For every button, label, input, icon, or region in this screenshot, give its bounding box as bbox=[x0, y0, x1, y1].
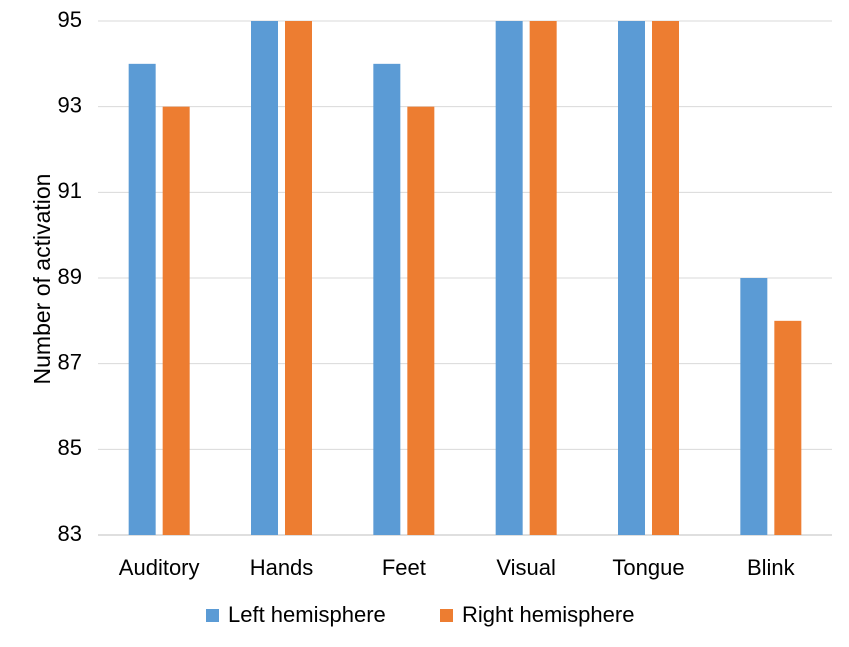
bar-auditory-right-hemisphere bbox=[162, 106, 190, 536]
x-tick-label-visual: Visual bbox=[496, 555, 556, 580]
y-tick-label: 89 bbox=[58, 264, 82, 289]
legend-label-left-hemisphere: Left hemisphere bbox=[228, 602, 386, 627]
y-tick-label: 91 bbox=[58, 178, 82, 203]
bar-tongue-right-hemisphere bbox=[652, 21, 679, 535]
y-axis-ticks: 83 85 87 89 91 93 95 bbox=[58, 7, 82, 546]
bar-visual-left-hemisphere bbox=[495, 21, 523, 535]
x-tick-label-tongue: Tongue bbox=[612, 555, 684, 580]
y-tick-label: 93 bbox=[58, 92, 82, 117]
bar-feet-right-hemisphere bbox=[407, 106, 435, 536]
y-tick-label: 83 bbox=[58, 521, 82, 546]
y-tick-label: 95 bbox=[58, 7, 82, 32]
y-tick-label: 85 bbox=[58, 435, 82, 460]
x-tick-label-auditory: Auditory bbox=[119, 555, 200, 580]
y-tick-label: 87 bbox=[58, 349, 82, 374]
bar-auditory-left-hemisphere bbox=[128, 63, 156, 535]
gridlines bbox=[98, 20, 832, 536]
legend-swatch-right-hemisphere bbox=[440, 609, 453, 622]
y-axis-title: Number of activation bbox=[29, 174, 55, 385]
bar-blink-right-hemisphere bbox=[774, 320, 802, 535]
legend: Left hemisphere Right hemisphere bbox=[206, 602, 634, 627]
legend-swatch-left-hemisphere bbox=[206, 609, 219, 622]
x-tick-label-blink: Blink bbox=[747, 555, 796, 580]
bar-hands-left-hemisphere bbox=[251, 21, 278, 535]
x-tick-label-hands: Hands bbox=[250, 555, 314, 580]
bars bbox=[128, 21, 802, 536]
x-tick-label-feet: Feet bbox=[382, 555, 426, 580]
bar-visual-right-hemisphere bbox=[529, 21, 557, 535]
bar-blink-left-hemisphere bbox=[740, 278, 768, 535]
bar-feet-left-hemisphere bbox=[373, 63, 401, 535]
bar-hands-right-hemisphere bbox=[285, 21, 312, 535]
legend-label-right-hemisphere: Right hemisphere bbox=[462, 602, 634, 627]
bar-tongue-left-hemisphere bbox=[618, 21, 645, 535]
x-axis-ticks: Auditory Hands Feet Visual Tongue Blink bbox=[119, 555, 796, 580]
